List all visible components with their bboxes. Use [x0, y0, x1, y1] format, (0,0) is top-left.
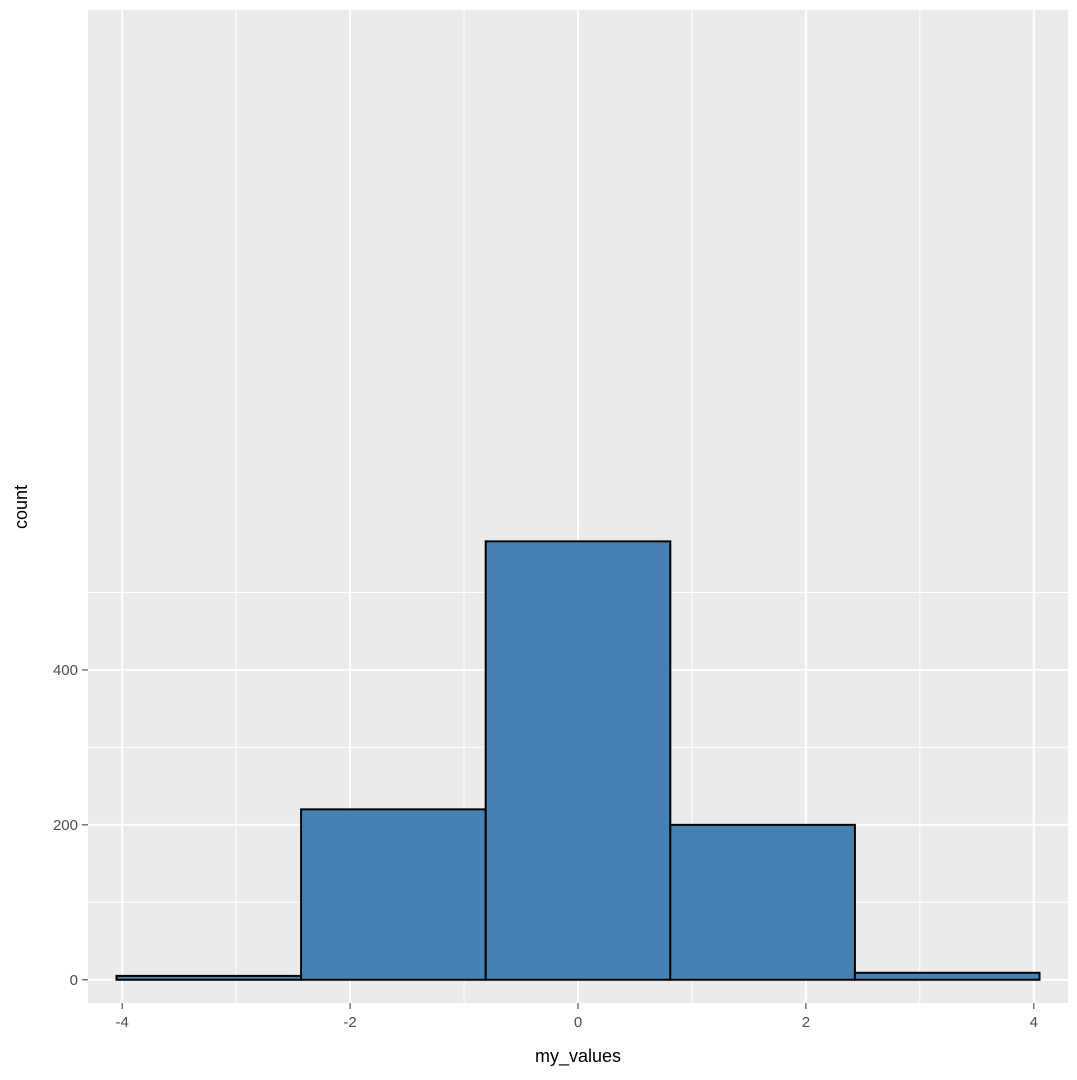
histogram-bar-1: [115, 974, 303, 981]
x-tick-label: -4: [116, 1014, 129, 1031]
x-tick-label: 0: [574, 1014, 582, 1031]
x-axis: -4 -2 0 2 4: [116, 1003, 1038, 1031]
x-tick-label: 2: [802, 1014, 810, 1031]
x-tick-label: 4: [1030, 1014, 1038, 1031]
y-tick-label: 0: [70, 972, 78, 989]
x-axis-title: my_values: [535, 1046, 621, 1067]
histogram-bar-4: [669, 823, 856, 981]
histogram-bar-3: [484, 540, 672, 981]
histogram-bar-5: [853, 971, 1041, 981]
x-tick-label: -2: [343, 1014, 356, 1031]
y-tick-label: 200: [53, 817, 78, 834]
y-axis-title: count: [11, 485, 31, 529]
histogram-bar-2: [300, 808, 487, 981]
y-tick-label: 400: [53, 662, 78, 679]
y-axis: 0 200 400: [53, 662, 88, 989]
bars: [115, 540, 1041, 981]
